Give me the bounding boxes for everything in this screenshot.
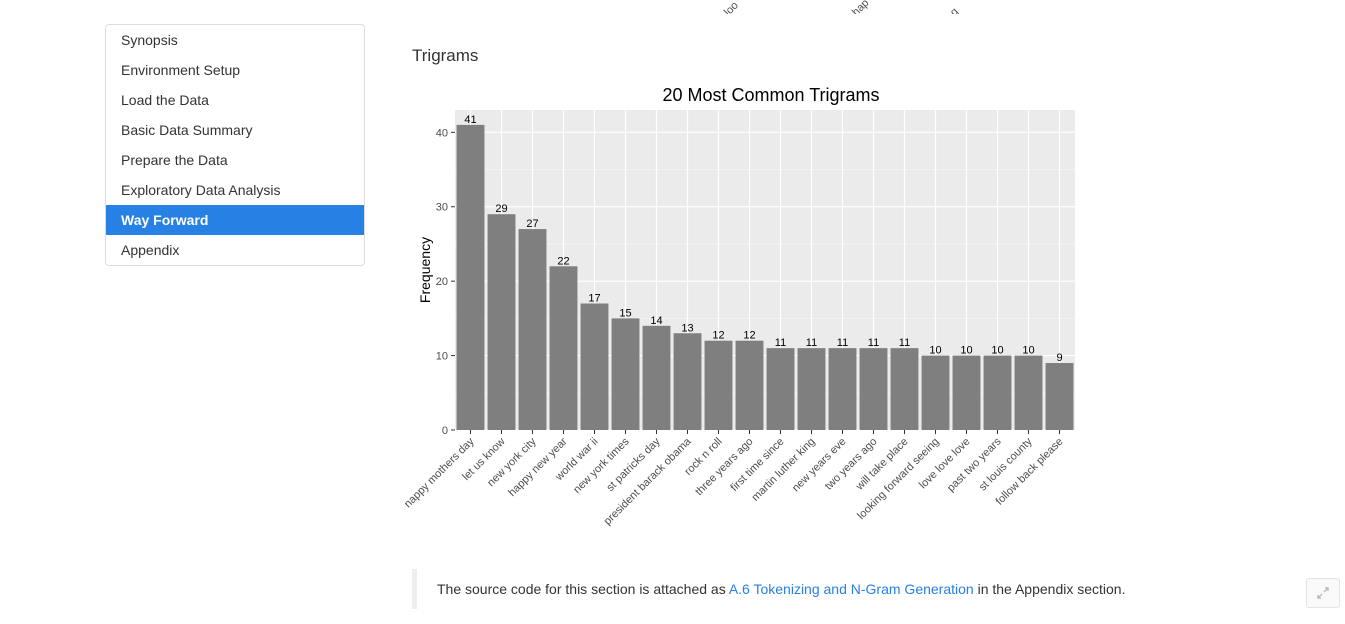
toc-item-way-forward[interactable]: Way Forward bbox=[106, 205, 364, 235]
trigram-chart: 20 Most Common Trigrams 0 10 20 30 40 Frequenc… bbox=[402, 78, 1095, 548]
bar bbox=[859, 348, 888, 430]
bar bbox=[704, 340, 733, 430]
toc-item-load-the-data[interactable]: Load the Data bbox=[121, 92, 209, 108]
bar-value-label: 13 bbox=[681, 322, 693, 334]
section-heading: Trigrams bbox=[412, 46, 479, 65]
toc-item-environment-setup[interactable]: Environment Setup bbox=[121, 62, 241, 78]
bar-value-label: 11 bbox=[806, 337, 817, 349]
table-of-contents: Synopsis Environment Setup Load the Data Ba… bbox=[105, 24, 365, 266]
bar-value-label: 11 bbox=[837, 337, 848, 349]
bar bbox=[952, 355, 981, 430]
bar bbox=[456, 124, 485, 430]
toc-item-appendix[interactable]: Appendix bbox=[121, 242, 180, 258]
toc-item-exploratory-data-analysis[interactable]: Exploratory Data Analysis bbox=[121, 182, 281, 198]
bar-value-label: 10 bbox=[960, 345, 972, 357]
source-note: The source code for this section is atta… bbox=[412, 569, 1172, 609]
bar-value-label: 11 bbox=[775, 337, 786, 349]
bar-value-label: 12 bbox=[743, 330, 755, 342]
cutoff-label: loo bbox=[722, 0, 741, 14]
bar bbox=[611, 318, 640, 430]
bar bbox=[983, 355, 1012, 430]
y-tick-label: 40 bbox=[436, 127, 448, 139]
expand-button[interactable] bbox=[1306, 578, 1340, 608]
chart-title: 20 Most Common Trigrams bbox=[662, 85, 879, 105]
y-tick-label: 0 bbox=[442, 425, 448, 437]
bar-value-label: 12 bbox=[712, 330, 724, 342]
cutoff-label: hap bbox=[850, 0, 872, 14]
bar-value-label: 17 bbox=[588, 292, 600, 304]
bar-value-label: 22 bbox=[557, 255, 569, 267]
bar bbox=[828, 348, 857, 430]
bar-value-label: 29 bbox=[495, 203, 507, 215]
bar-value-label: 14 bbox=[650, 315, 662, 327]
plot-panel bbox=[455, 110, 1075, 430]
note-suffix: in the Appendix section. bbox=[973, 581, 1126, 597]
x-tick-label: new years eve bbox=[790, 436, 849, 495]
toc-item-basic-data-summary[interactable]: Basic Data Summary bbox=[121, 122, 253, 138]
toc-item-prepare-the-data[interactable]: Prepare the Data bbox=[121, 152, 228, 168]
bar-value-label: 15 bbox=[619, 307, 631, 319]
bar-value-label: 27 bbox=[526, 218, 538, 230]
bar bbox=[766, 348, 795, 430]
bar-value-label: 11 bbox=[899, 337, 910, 349]
bar bbox=[673, 333, 702, 430]
bar bbox=[487, 214, 516, 430]
bar bbox=[1014, 355, 1043, 430]
note-prefix: The source code for this section is atta… bbox=[437, 581, 729, 597]
bar bbox=[518, 229, 547, 430]
bar bbox=[735, 340, 764, 430]
x-tick-label: past two years bbox=[945, 435, 1004, 494]
bar-value-label: 11 bbox=[868, 337, 879, 349]
bar bbox=[580, 303, 609, 430]
bar-value-label: 9 bbox=[1056, 352, 1062, 364]
trigram-chart-svg: 20 Most Common Trigrams 0 10 20 30 40 Frequenc… bbox=[402, 85, 1075, 528]
y-tick-label: 10 bbox=[436, 351, 448, 363]
bar bbox=[642, 325, 671, 430]
cutoff-label: g bbox=[948, 5, 961, 14]
bar bbox=[549, 266, 578, 430]
bar bbox=[797, 348, 826, 430]
y-tick-label: 20 bbox=[436, 276, 448, 288]
toc-item-synopsis[interactable]: Synopsis bbox=[121, 32, 178, 48]
appendix-link[interactable]: A.6 Tokenizing and N-Gram Generation bbox=[728, 581, 974, 597]
bar bbox=[1045, 363, 1074, 430]
y-axis-label: Frequency bbox=[417, 237, 433, 303]
previous-chart-cutoff: loo hap g bbox=[700, 0, 1000, 14]
bar-value-label: 10 bbox=[1022, 345, 1034, 357]
bar-value-label: 41 bbox=[464, 114, 476, 126]
bar bbox=[890, 348, 919, 430]
expand-icon bbox=[1317, 587, 1329, 599]
bar-value-label: 10 bbox=[991, 345, 1003, 357]
bar bbox=[921, 355, 950, 430]
y-tick-label: 30 bbox=[436, 202, 448, 214]
x-tick-label: st patricks day bbox=[604, 435, 663, 494]
bar-value-label: 10 bbox=[929, 345, 941, 357]
